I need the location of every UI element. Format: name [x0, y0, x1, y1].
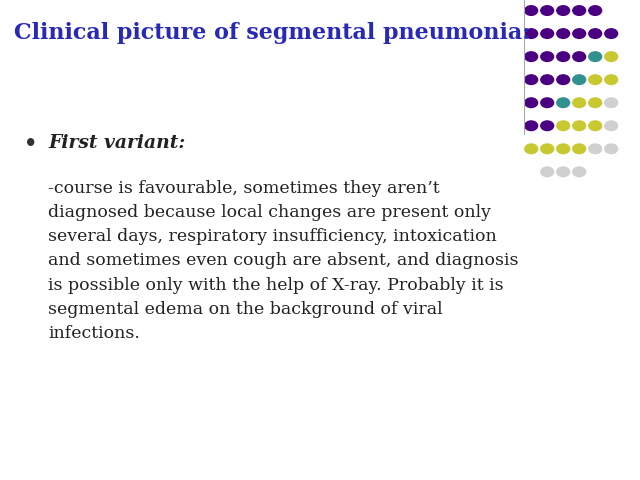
Circle shape [589, 98, 602, 108]
Circle shape [573, 29, 586, 38]
Text: •: • [24, 134, 38, 155]
Circle shape [557, 144, 570, 154]
Circle shape [605, 52, 618, 61]
Circle shape [605, 98, 618, 108]
Circle shape [541, 121, 554, 131]
Circle shape [525, 6, 538, 15]
Text: First variant:: First variant: [48, 134, 185, 153]
Circle shape [541, 6, 554, 15]
Circle shape [573, 6, 586, 15]
Circle shape [557, 98, 570, 108]
Text: Clinical picture of segmental pneumonia:: Clinical picture of segmental pneumonia: [14, 22, 531, 44]
Circle shape [541, 75, 554, 84]
Circle shape [589, 144, 602, 154]
Circle shape [557, 121, 570, 131]
Circle shape [541, 98, 554, 108]
Circle shape [541, 167, 554, 177]
Circle shape [605, 144, 618, 154]
Circle shape [557, 75, 570, 84]
Circle shape [573, 167, 586, 177]
Circle shape [525, 98, 538, 108]
Circle shape [573, 52, 586, 61]
Circle shape [541, 52, 554, 61]
Circle shape [525, 75, 538, 84]
Circle shape [589, 6, 602, 15]
Circle shape [589, 75, 602, 84]
Circle shape [573, 98, 586, 108]
Circle shape [557, 6, 570, 15]
Circle shape [541, 144, 554, 154]
Circle shape [525, 29, 538, 38]
Circle shape [525, 144, 538, 154]
Circle shape [573, 75, 586, 84]
Circle shape [605, 29, 618, 38]
Circle shape [525, 52, 538, 61]
Circle shape [589, 52, 602, 61]
Circle shape [589, 121, 602, 131]
Circle shape [573, 144, 586, 154]
Circle shape [589, 29, 602, 38]
Circle shape [605, 75, 618, 84]
Circle shape [557, 167, 570, 177]
Circle shape [541, 29, 554, 38]
Circle shape [557, 29, 570, 38]
Circle shape [525, 121, 538, 131]
Text: -course is favourable, sometimes they aren’t
diagnosed because local changes are: -course is favourable, sometimes they ar… [48, 180, 518, 342]
Circle shape [557, 52, 570, 61]
Circle shape [605, 121, 618, 131]
Circle shape [573, 121, 586, 131]
